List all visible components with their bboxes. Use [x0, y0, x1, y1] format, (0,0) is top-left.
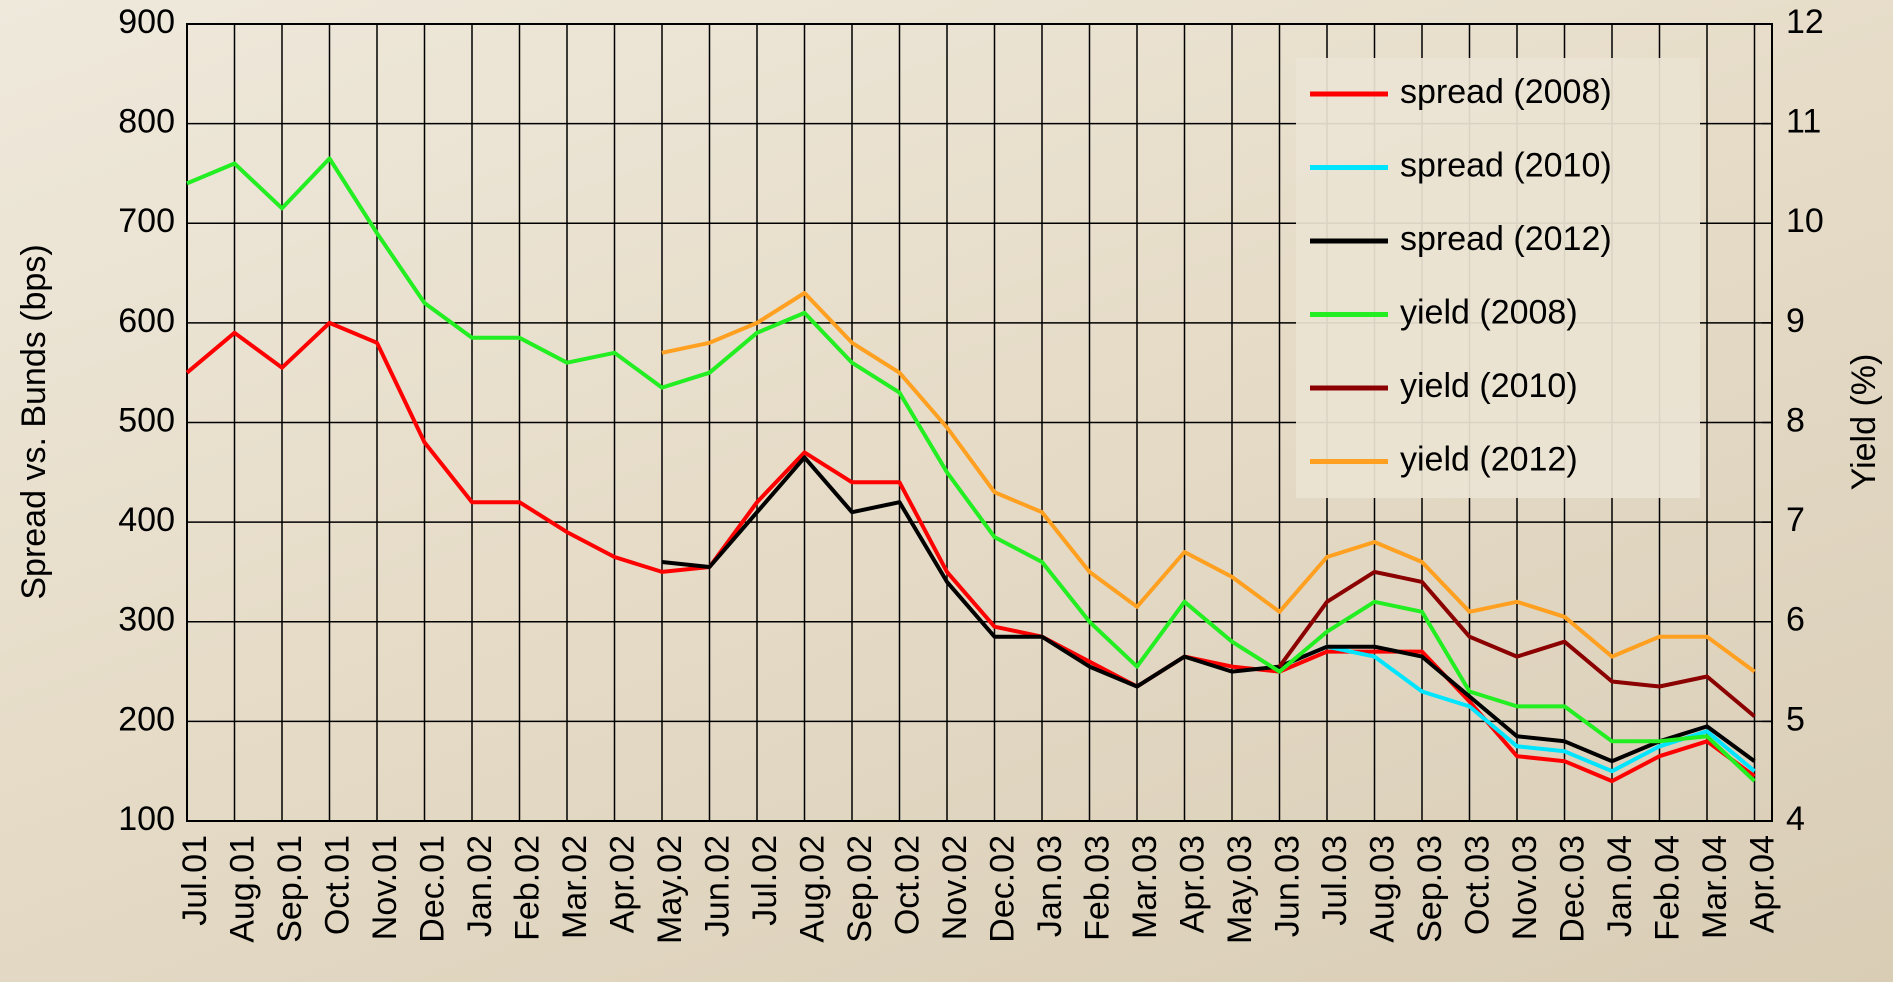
series-line — [1277, 569, 1756, 718]
y2-tick-label: 10 — [1786, 202, 1824, 240]
x-tick-label: Dec.02 — [983, 835, 1021, 943]
x-tick-label: Jul.03 — [1316, 835, 1354, 926]
y-tick-label: 300 — [118, 601, 175, 639]
x-tick-label: Mar.02 — [556, 835, 594, 939]
x-tick-label: May.02 — [651, 835, 689, 944]
x-tick-label: Jan.04 — [1601, 835, 1639, 937]
y-tick-label: 400 — [118, 501, 175, 539]
y2-tick-label: 4 — [1786, 800, 1805, 838]
x-tick-label: Aug.01 — [223, 835, 261, 943]
x-tick-label: Nov.03 — [1506, 835, 1544, 940]
x-tick-label: Mar.03 — [1126, 835, 1164, 939]
legend-box — [1296, 58, 1700, 498]
y-tick-label: 100 — [118, 800, 175, 838]
x-tick-label: Jul.02 — [746, 835, 784, 926]
x-tick-label: Oct.03 — [1458, 835, 1496, 935]
x-tick-label: Feb.02 — [508, 835, 546, 941]
legend-label: spread (2010) — [1400, 146, 1612, 184]
y2-tick-label: 9 — [1786, 302, 1805, 340]
x-tick-label: Sep.01 — [271, 835, 309, 943]
x-tick-label: Apr.03 — [1173, 835, 1211, 933]
series-line — [186, 156, 1756, 783]
x-tick-label: Apr.04 — [1743, 835, 1781, 933]
series-line — [661, 291, 1756, 674]
y-tick-label: 900 — [118, 3, 175, 41]
x-tick-label: Jun.03 — [1268, 835, 1306, 937]
y-tick-label: 600 — [118, 302, 175, 340]
y2-tick-label: 6 — [1786, 601, 1805, 639]
y-axis-label: Spread vs. Bunds (bps) — [15, 244, 53, 599]
y2-tick-label: 11 — [1786, 103, 1821, 141]
plot-frame — [186, 23, 1773, 822]
y2-axis-label: Yield (%) — [1845, 354, 1883, 491]
x-tick-label: Feb.03 — [1078, 835, 1116, 941]
y2-tick-label: 12 — [1786, 3, 1824, 41]
x-tick-label: Apr.02 — [603, 835, 641, 933]
y-tick-label: 500 — [118, 401, 175, 439]
y2-tick-label: 7 — [1786, 501, 1805, 539]
x-tick-label: Jul.01 — [176, 835, 214, 926]
x-tick-label: Oct.02 — [888, 835, 926, 935]
legend-label: yield (2010) — [1400, 367, 1578, 405]
x-tick-label: Sep.03 — [1411, 835, 1449, 943]
x-tick-label: Aug.03 — [1363, 835, 1401, 943]
x-tick-label: Feb.04 — [1648, 835, 1686, 941]
y-tick-label: 200 — [118, 700, 175, 738]
x-tick-label: May.03 — [1221, 835, 1259, 944]
legend-label: yield (2008) — [1400, 293, 1578, 331]
legend-label: spread (2012) — [1400, 220, 1612, 258]
y-tick-label: 700 — [118, 202, 175, 240]
x-tick-label: Jun.02 — [698, 835, 736, 937]
series-line — [661, 455, 1756, 764]
x-tick-label: Nov.02 — [936, 835, 974, 940]
x-tick-label: Mar.04 — [1696, 835, 1734, 939]
x-tick-label: Jan.03 — [1031, 835, 1069, 937]
legend-label: yield (2012) — [1400, 440, 1578, 478]
x-tick-label: Oct.01 — [318, 835, 356, 935]
legend-label: spread (2008) — [1400, 73, 1612, 111]
x-tick-label: Sep.02 — [841, 835, 879, 943]
x-tick-label: Dec.01 — [413, 835, 451, 943]
x-tick-label: Aug.02 — [793, 835, 831, 943]
x-tick-label: Dec.03 — [1553, 835, 1591, 943]
y2-tick-label: 8 — [1786, 401, 1805, 439]
y2-tick-label: 5 — [1786, 700, 1805, 738]
y-tick-label: 800 — [118, 103, 175, 141]
x-tick-label: Nov.01 — [366, 835, 404, 940]
x-tick-label: Jan.02 — [461, 835, 499, 937]
